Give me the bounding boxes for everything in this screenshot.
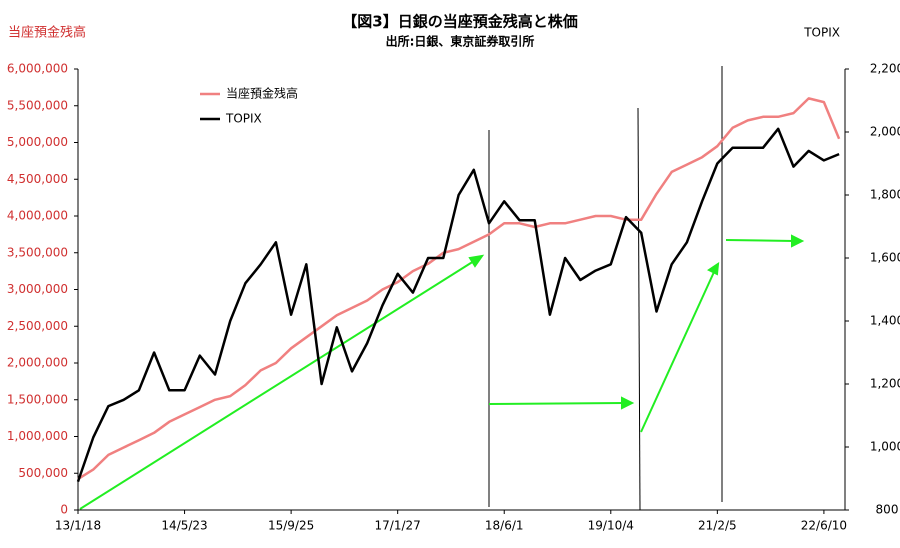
y2-tick-label: 1,200 <box>870 377 900 391</box>
arrow <box>488 402 625 405</box>
x-tick-label: 14/5/23 <box>161 519 207 533</box>
y2-tick-label: 1,800 <box>870 188 900 202</box>
arrow-head <box>707 261 720 276</box>
y2-tick-label: 2,200 <box>870 62 900 76</box>
y2-tick-label: 1,600 <box>870 251 900 265</box>
x-tick-label: 19/10/4 <box>588 519 634 533</box>
y-tick-label: 4,000,000 <box>7 209 68 223</box>
legend-label: 当座預金残高 <box>226 86 298 101</box>
x-tick-label: 21/2/5 <box>698 519 737 533</box>
arrow <box>79 260 475 510</box>
arrow <box>725 239 795 242</box>
x-tick-label: 17/1/27 <box>375 519 421 533</box>
y-tick-label: 5,500,000 <box>7 98 68 112</box>
arrow-head <box>621 396 635 410</box>
arrow-head <box>791 234 805 248</box>
y-tick-label: 0 <box>60 503 68 517</box>
x-tick-label: 18/6/1 <box>485 519 524 533</box>
y2-axis-label: TOPIX <box>803 26 840 40</box>
x-tick-label: 13/1/18 <box>55 519 101 533</box>
legend-label: TOPIX <box>225 112 262 126</box>
y2-tick-label: 2,000 <box>870 125 900 139</box>
x-tick-label: 22/6/10 <box>801 519 847 533</box>
y-tick-label: 2,500,000 <box>7 319 68 333</box>
series-line <box>77 97 841 481</box>
y2-tick-label: 800 <box>876 503 899 517</box>
series-line <box>76 127 840 483</box>
y-tick-label: 500,000 <box>18 466 68 480</box>
divider <box>637 107 641 511</box>
y-tick-label: 2,000,000 <box>7 356 68 370</box>
y-tick-label: 6,000,000 <box>7 62 68 76</box>
arrow-head <box>468 254 485 268</box>
x-tick-label: 15/9/25 <box>268 519 314 533</box>
y2-tick-label: 1,400 <box>870 314 900 328</box>
y-tick-label: 5,000,000 <box>7 135 68 149</box>
y-tick-label: 1,500,000 <box>7 392 68 406</box>
y-tick-label: 3,500,000 <box>7 245 68 259</box>
y2-tick-label: 1,000 <box>870 440 900 454</box>
y-axis-label: 当座預金残高 <box>8 25 86 41</box>
y-tick-label: 1,000,000 <box>7 429 68 443</box>
chart-subtitle: 出所:日銀、東京証券取引所 <box>386 34 535 49</box>
chart-title: 【図3】日銀の当座預金残高と株価 <box>342 13 577 31</box>
y-tick-label: 4,500,000 <box>7 172 68 186</box>
arrow <box>640 271 715 433</box>
y-tick-label: 3,000,000 <box>7 282 68 296</box>
annotations <box>79 66 805 511</box>
